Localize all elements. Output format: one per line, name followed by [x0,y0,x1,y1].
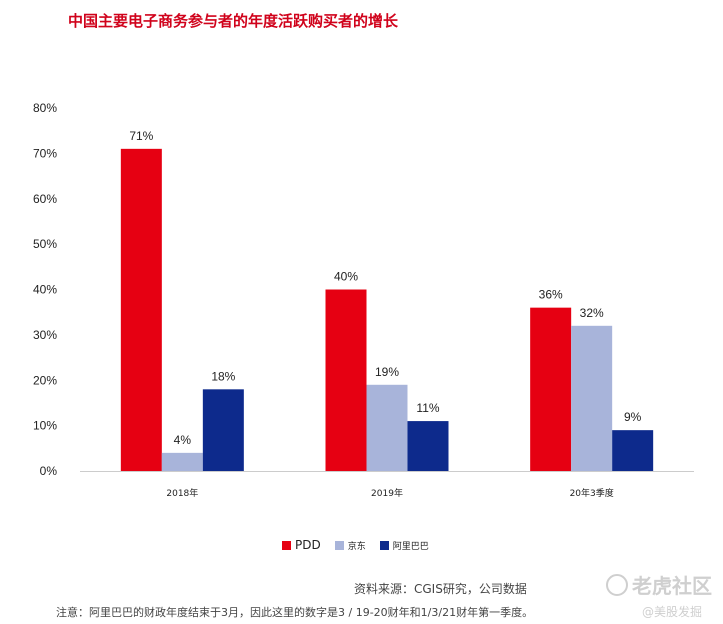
y-tick-label: 50% [33,237,57,251]
watermark-main-text: 老虎社区 [632,574,712,598]
legend: PDD 京东 阿里巴巴 [282,538,429,552]
source-text: 资料来源：CGIS研究，公司数据 [354,582,527,596]
y-tick-label: 0% [40,464,58,478]
bar-data-label: 4% [174,433,192,447]
bar-jd [161,452,203,471]
tiger-logo-icon [606,573,628,596]
bar-data-label: 36% [539,288,563,302]
bar-data-label: 9% [624,410,642,424]
legend-item-jd: 京东 [334,539,366,552]
bar-data-label: 11% [416,401,439,415]
legend-label-jd: 京东 [347,541,366,552]
y-tick-label: 80% [33,101,57,115]
x-tick-label: 2018年 [166,487,198,499]
x-tick-label: 20年3季度 [570,487,614,499]
y-tick-label: 10% [33,419,57,433]
y-tick-label: 60% [33,192,57,206]
note-text: 注意：阿里巴巴的财政年度结束于3月，因此这里的数字是3 / 19-20财年和1/… [56,606,534,619]
watermark-main: 老虎社区 [606,570,712,599]
bar-jd [571,325,613,471]
bar-alibaba [202,389,244,471]
bar-data-label: 40% [334,270,358,284]
chart-title: 中国主要电子商务参与者的年度活跃购买者的增长 [68,12,399,30]
y-tick-label: 20% [33,373,57,387]
bar-data-label: 18% [211,369,235,383]
y-tick-label: 30% [33,328,57,342]
legend-label-pdd: PDD [295,538,321,552]
legend-swatch-pdd [282,540,291,550]
bar-data-label: 19% [375,365,399,379]
y-tick-label: 70% [33,146,57,160]
bar-jd [366,384,408,471]
bar-pdd [530,307,572,471]
bars: 71% 4% 18% 40% 19% 11% 36% 32% 9% [120,129,654,471]
x-tick-label: 2019年 [371,487,403,499]
legend-label-alibaba: 阿里巴巴 [392,541,429,552]
legend-item-pdd: PDD [282,538,321,552]
bar-data-label: 32% [580,306,604,320]
y-axis: 0% 10% 20% 30% 40% 50% 60% 70% 80% [33,101,57,478]
x-axis: 2018年 2019年 20年3季度 [80,471,694,499]
legend-swatch-alibaba [379,540,389,550]
legend-item-alibaba: 阿里巴巴 [379,539,429,552]
watermark-sub-text: @美股发掘 [642,605,703,619]
bar-alibaba [407,421,449,471]
watermark: 老虎社区 @美股发掘 [606,570,712,620]
y-tick-label: 40% [33,283,57,297]
bar-data-label: 71% [129,129,153,143]
legend-swatch-jd [334,540,344,550]
bar-pdd [120,148,162,471]
bar-alibaba [612,430,654,471]
bar-pdd [325,289,367,471]
bar-chart: 0% 10% 20% 30% 40% 50% 60% 70% 80% 71% 4% 18% 40% 19… [33,101,694,499]
